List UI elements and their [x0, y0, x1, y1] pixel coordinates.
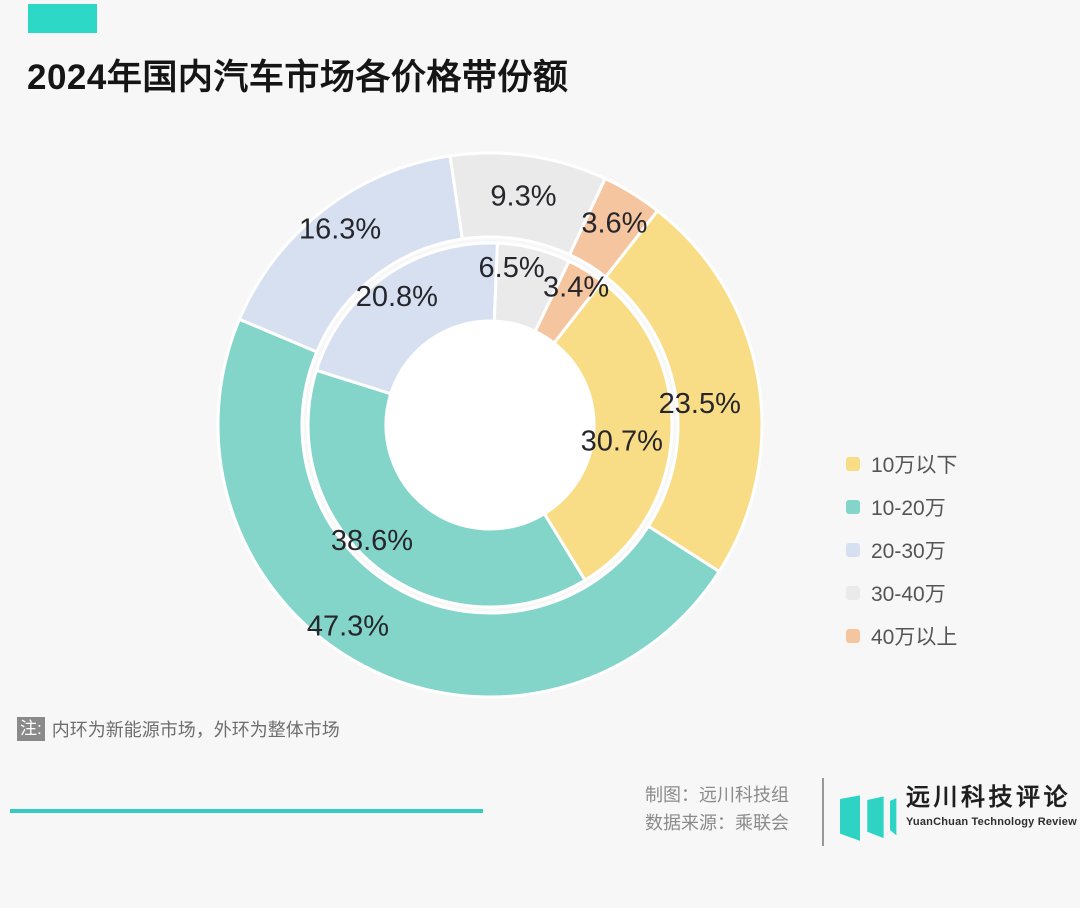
- slice-label: 30.7%: [581, 425, 663, 457]
- pie-slice-inner-1[interactable]: [542, 280, 674, 582]
- legend-item-4[interactable]: 30-40万: [846, 581, 957, 606]
- vertical-divider: [822, 778, 824, 846]
- note-text: 内环为新能源市场，外环为整体市场: [51, 720, 340, 740]
- slice-label: 20.8%: [356, 281, 438, 313]
- slice-label: 16.3%: [299, 213, 381, 245]
- accent-bar: [28, 4, 97, 33]
- brand-logo-icon: [840, 795, 897, 841]
- pie-slice-outer-2[interactable]: [216, 317, 721, 699]
- legend-item-label: 40万以上: [871, 626, 958, 649]
- slice-label: 38.6%: [331, 525, 413, 557]
- donut-chart: 23.5% 47.3% 16.3% 9.3% 3.6% 30.7% 38.6% 20.8% 6.…: [216, 151, 764, 699]
- brand-name: 远川科技评论: [906, 784, 1071, 811]
- legend-swatch-icon: [846, 500, 860, 514]
- brand-subtitle: YuanChuan Technology Review: [906, 816, 1077, 828]
- logo-bar-2: [867, 796, 884, 839]
- brand-text: 远川科技评论 YuanChuan Technology Review: [906, 783, 1077, 828]
- legend: 10万以下 10-20万 20-30万 30-40万 40万以上: [846, 452, 957, 667]
- page-title: 2024年国内汽车市场各价格带份额: [27, 58, 569, 97]
- legend-item-1[interactable]: 10万以下: [846, 452, 958, 477]
- pie-slice-inner-2[interactable]: [306, 368, 587, 609]
- legend-swatch-icon: [846, 629, 860, 643]
- credit-source: 数据来源：乘联会: [645, 813, 789, 833]
- slice-label: 23.5%: [659, 388, 741, 420]
- legend-item-5[interactable]: 40万以上: [846, 624, 958, 649]
- legend-item-label: 10-20万: [871, 497, 946, 520]
- legend-item-3[interactable]: 20-30万: [846, 538, 957, 563]
- slice-label: 6.5%: [479, 252, 545, 284]
- credit-maker: 制图：远川科技组: [645, 785, 789, 805]
- logo-bar-1: [840, 795, 860, 841]
- slice-label: 47.3%: [307, 611, 389, 643]
- legend-item-label: 30-40万: [871, 583, 946, 606]
- pie-slice-outer-1[interactable]: [604, 209, 764, 574]
- donut-hole: [387, 322, 593, 528]
- slice-label: 9.3%: [490, 181, 556, 213]
- logo-bar-3: [890, 798, 897, 836]
- credits: 制图：远川科技组 数据来源：乘联会: [645, 781, 789, 837]
- divider-line: [10, 809, 483, 813]
- slice-label: 3.4%: [543, 272, 609, 304]
- legend-item-label: 10万以下: [871, 454, 958, 477]
- legend-swatch-icon: [846, 543, 860, 557]
- note-badge: 注:: [17, 717, 45, 741]
- pie-slice-inner-3[interactable]: [314, 241, 499, 396]
- legend-item-label: 20-30万: [871, 540, 946, 563]
- slice-label: 3.6%: [581, 207, 647, 239]
- pie-slice-inner-5[interactable]: [533, 259, 604, 345]
- legend-item-2[interactable]: 10-20万: [846, 495, 957, 520]
- legend-swatch-icon: [846, 457, 860, 471]
- donut-chart-container: 23.5% 47.3% 16.3% 9.3% 3.6% 30.7% 38.6% 20.8% 6.…: [216, 151, 764, 699]
- legend-swatch-icon: [846, 586, 860, 600]
- pie-slice-outer-5[interactable]: [568, 177, 659, 279]
- chart-note: 注: 内环为新能源市场，外环为整体市场: [17, 716, 340, 742]
